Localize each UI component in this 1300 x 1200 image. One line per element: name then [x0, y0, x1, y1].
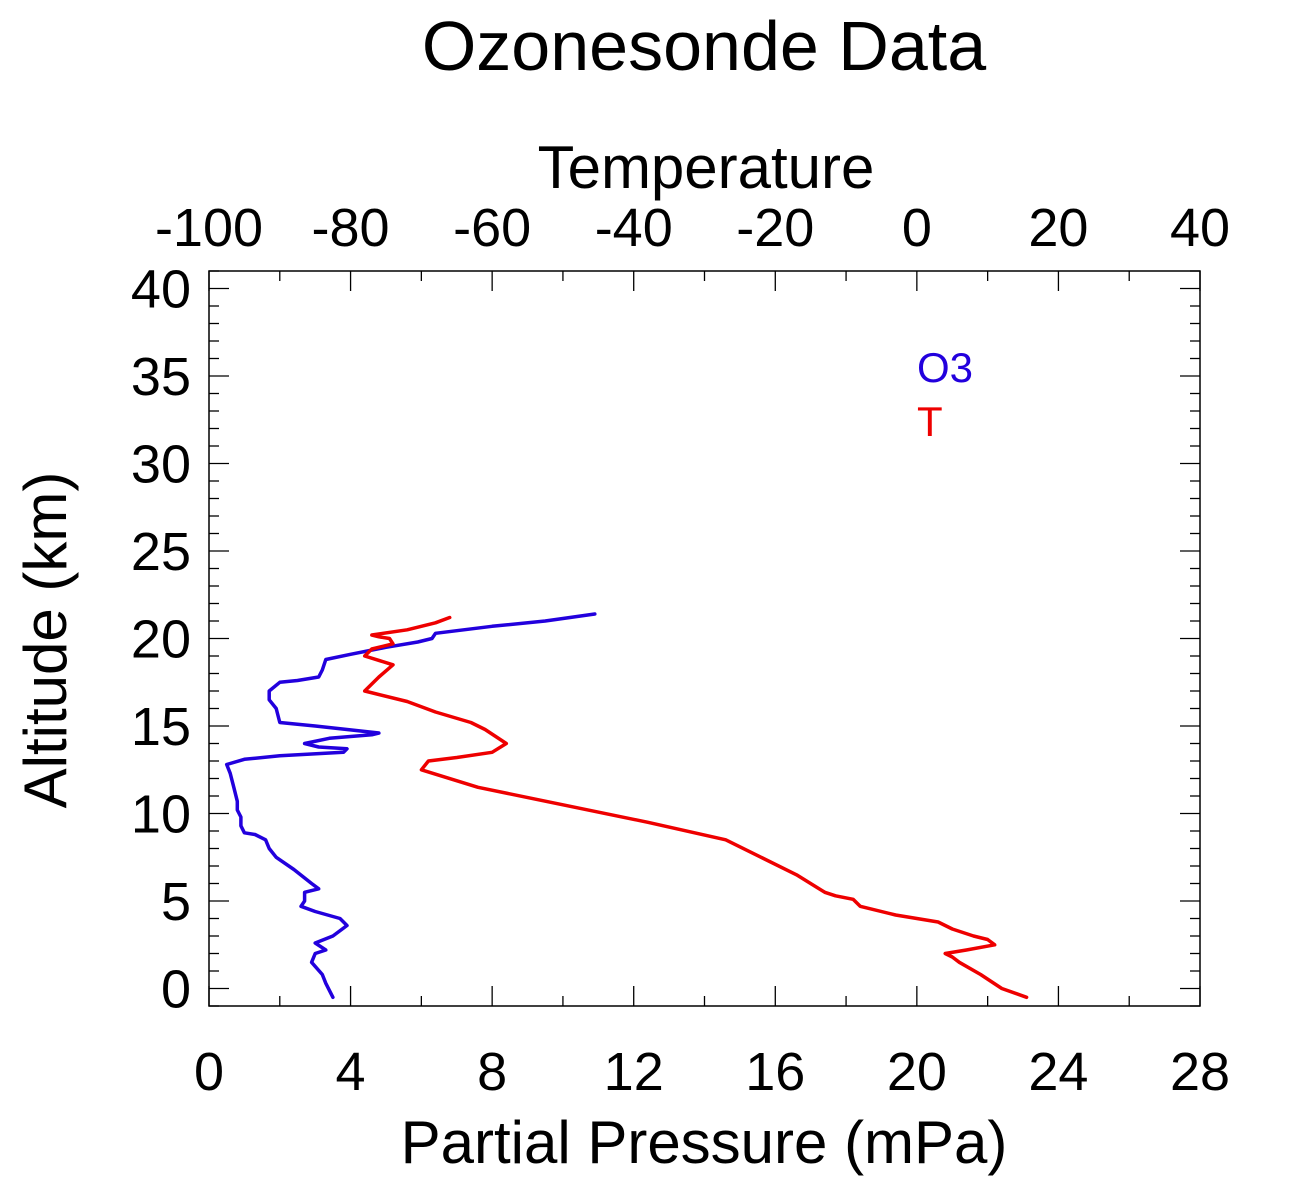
y-tick-label: 15: [131, 697, 191, 757]
axis-ticks: [208, 270, 1201, 1007]
y-tick-label: 35: [131, 347, 191, 407]
y-tick-label: 30: [131, 435, 191, 495]
y-tick-label: 20: [131, 610, 191, 670]
top-tick-label: -100: [155, 198, 263, 258]
top-tick-label: -40: [595, 198, 673, 258]
bottom-tick-label: 12: [604, 1042, 664, 1102]
bottom-tick-label: 16: [745, 1042, 805, 1102]
top-tick-label: 20: [1028, 198, 1088, 258]
chart-title: Ozonesonde Data: [422, 7, 986, 85]
top-tick-label: 0: [902, 198, 932, 258]
bottom-tick-label: 20: [887, 1042, 947, 1102]
top-tick-label: -60: [453, 198, 531, 258]
plot-frame: [208, 270, 1201, 1007]
bottom-tick-label: 8: [477, 1042, 507, 1102]
legend-entry-t: T: [917, 398, 943, 445]
top-axis-title: Temperature: [538, 134, 875, 201]
bottom-tick-label: 24: [1028, 1042, 1088, 1102]
axis-tick-labels: 0 4 8 12 16 20 24 28 -100 -80 -60 -40 -20 0 20 40 0 5 10 15…: [131, 198, 1230, 1102]
legend-entry-o3: O3: [917, 344, 973, 391]
bottom-tick-label: 4: [336, 1042, 366, 1102]
legend: O3 T: [917, 344, 973, 445]
y-tick-label: 10: [131, 785, 191, 845]
y-tick-label: 25: [131, 522, 191, 582]
y-axis-title: Altitude (km): [12, 472, 79, 809]
y-tick-label: 0: [161, 960, 191, 1020]
bottom-axis-title: Partial Pressure (mPa): [401, 1109, 1008, 1176]
bottom-tick-label: 0: [194, 1042, 224, 1102]
top-tick-label: -80: [312, 198, 390, 258]
series-layer: [224, 612, 1029, 1000]
bottom-tick-label: 28: [1170, 1042, 1230, 1102]
series-line-o3: [224, 612, 597, 1000]
y-tick-label: 40: [131, 260, 191, 320]
top-tick-label: 40: [1170, 198, 1230, 258]
top-tick-label: -20: [736, 198, 814, 258]
y-tick-label: 5: [161, 872, 191, 932]
series-line-t: [362, 615, 1029, 1000]
